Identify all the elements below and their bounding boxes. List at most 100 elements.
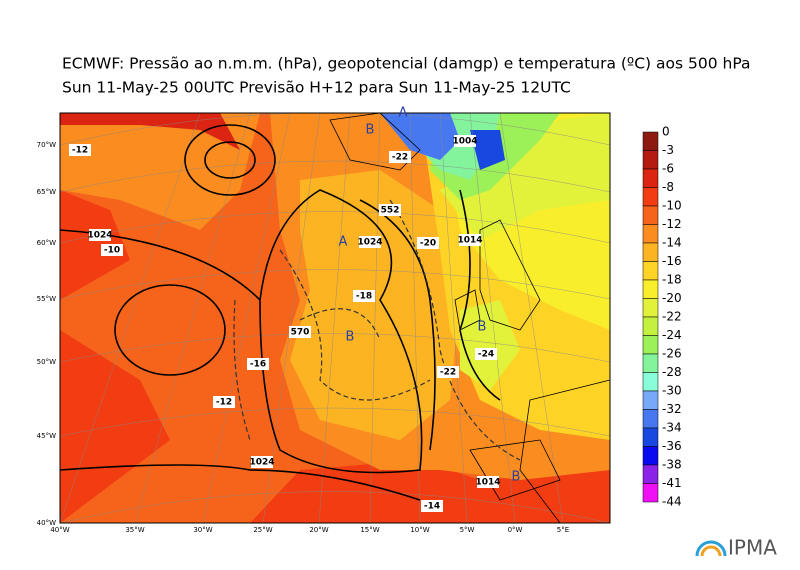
map-labels: A B A B B B 1024 1024 1024 1014 1014 1004 -10 -12 -12 -… (69, 106, 520, 512)
contour-label: -22 (392, 153, 408, 163)
colorbar-swatch (642, 483, 659, 503)
colorbar-swatch (642, 150, 659, 170)
colorbar-swatch (642, 168, 659, 188)
contour-label: -18 (356, 292, 372, 302)
contour-label-bg (437, 366, 459, 378)
contour-label-bg (389, 151, 411, 163)
colorbar-label: -12 (662, 217, 682, 231)
contour-label: -12 (72, 146, 88, 156)
colorbar-label: -26 (662, 347, 682, 361)
colorbar-label: -10 (662, 199, 682, 213)
colorbar-label: -44 (662, 495, 682, 509)
colorbar-label: -16 (662, 254, 682, 268)
contour-label-bg (89, 229, 111, 241)
contour-label-bg (289, 326, 311, 338)
contour-label: -20 (420, 239, 436, 249)
colorbar-swatch (642, 353, 659, 373)
lon-label: 40°W (50, 526, 69, 534)
colorbar-swatch (642, 427, 659, 447)
title: ECMWF: Pressão ao n.m.m. (hPa), geopoten… (62, 55, 751, 73)
colorbar-label: -36 (662, 439, 682, 453)
colorbar-swatch (642, 187, 659, 207)
lat-label: 55°W (37, 295, 56, 303)
pressure-center: A (399, 106, 408, 121)
colorbar-swatch (642, 372, 659, 392)
contour-label: 1014 (457, 236, 482, 246)
colorbar-label: 0 (662, 125, 670, 139)
pressure-center: B (346, 330, 355, 345)
contour-label-bg (69, 144, 91, 156)
colorbar-label: -3 (662, 143, 674, 157)
lat-label: 60°W (37, 239, 56, 247)
contour-label: 1024 (249, 458, 274, 468)
contour-label: 1004 (452, 137, 477, 147)
contour-label-bg (475, 348, 497, 360)
contour-label: -22 (440, 368, 456, 378)
colorbar-label: -14 (662, 236, 682, 250)
colorbar-label: -28 (662, 365, 682, 379)
colorbar-swatch (642, 464, 659, 484)
lon-label: 5°E (557, 526, 569, 534)
logo: IPMA (695, 536, 777, 560)
colorbar-label: -30 (662, 384, 682, 398)
colorbar-label: -22 (662, 310, 682, 324)
colorbar-swatch (642, 131, 659, 151)
colorbar: 0 -3 -6 -8 -10 -12 -14 -16 -18 -20 -22 -24 -26 -28 -30… (642, 125, 682, 509)
colorbar-swatch (642, 409, 659, 429)
lon-label: 10°W (410, 526, 429, 534)
contour-label-bg (353, 290, 375, 302)
contour-label: -14 (424, 502, 440, 512)
contour-label-bg (459, 234, 481, 246)
colorbar-label: -32 (662, 402, 682, 416)
colorbar-label: -8 (662, 180, 674, 194)
contour-label-bg (417, 237, 439, 249)
contour-label: 1024 (87, 231, 112, 241)
colorbar-label: -18 (662, 273, 682, 287)
colorbar-label: -20 (662, 291, 682, 305)
pressure-center: B (478, 320, 487, 335)
lon-label: 0°W (508, 526, 523, 534)
colorbar-swatch (642, 205, 659, 225)
colorbar-swatch (642, 261, 659, 281)
logo-text: IPMA (728, 536, 777, 560)
contour-label: -16 (250, 360, 266, 370)
contour-label-bg (247, 358, 269, 370)
lon-label: 15°W (360, 526, 379, 534)
colorbar-label: -24 (662, 328, 682, 342)
colorbar-swatch (642, 446, 659, 466)
lon-label: 25°W (253, 526, 272, 534)
lon-labels: 40°W 35°W 30°W 25°W 20°W 15°W 10°W 5°W 0°W 5°E (50, 526, 569, 534)
map (60, 113, 610, 523)
lat-label: 50°W (37, 358, 56, 366)
lat-label: 65°W (37, 188, 56, 196)
contour-label-bg (101, 244, 123, 256)
contour-label: 552 (381, 206, 400, 216)
contour-label-bg (454, 135, 476, 147)
subtitle: Sun 11-May-25 00UTC Previsão H+12 para S… (62, 79, 571, 97)
contour-label-bg (379, 204, 401, 216)
colorbar-swatch (642, 298, 659, 318)
lat-label: 45°W (37, 432, 56, 440)
contour-label-bg (421, 500, 443, 512)
colorbar-swatch (642, 224, 659, 244)
colorbar-swatch (642, 335, 659, 355)
lon-label: 5°W (460, 526, 475, 534)
pressure-center: B (366, 123, 375, 138)
lon-label: 35°W (125, 526, 144, 534)
colorbar-label: -38 (662, 458, 682, 472)
pressure-center: A (339, 235, 348, 250)
lat-label: 40°W (37, 519, 56, 527)
lat-labels: 70°W 65°W 60°W 55°W 50°W 45°W 40°W (37, 141, 56, 527)
colorbar-swatch (642, 316, 659, 336)
colorbar-swatch (642, 242, 659, 262)
colorbar-swatch (642, 279, 659, 299)
lon-label: 30°W (193, 526, 212, 534)
contour-label: 1014 (475, 478, 500, 488)
contour-label: -10 (104, 246, 120, 256)
contour-label: 1024 (357, 238, 382, 248)
colorbar-swatch (642, 390, 659, 410)
contour-label: 570 (291, 328, 310, 338)
lon-label: 20°W (309, 526, 328, 534)
contour-label-bg (477, 476, 499, 488)
